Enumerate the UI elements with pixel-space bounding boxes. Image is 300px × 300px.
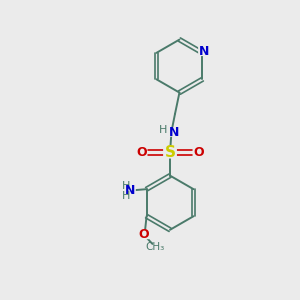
Text: H: H (159, 125, 167, 135)
Text: O: O (138, 228, 149, 241)
FancyBboxPatch shape (136, 148, 148, 158)
Text: CH₃: CH₃ (145, 242, 164, 252)
Text: H: H (122, 191, 130, 201)
FancyBboxPatch shape (169, 127, 180, 137)
FancyBboxPatch shape (120, 182, 131, 191)
FancyBboxPatch shape (124, 186, 136, 195)
Text: H: H (122, 181, 130, 191)
Text: N: N (125, 184, 135, 197)
Text: O: O (193, 146, 204, 159)
FancyBboxPatch shape (138, 230, 149, 239)
FancyBboxPatch shape (193, 148, 204, 158)
FancyBboxPatch shape (198, 46, 210, 56)
FancyBboxPatch shape (120, 191, 131, 201)
Text: O: O (136, 146, 147, 159)
FancyBboxPatch shape (163, 147, 177, 158)
Text: N: N (199, 45, 209, 58)
FancyBboxPatch shape (158, 125, 169, 135)
Text: N: N (169, 125, 180, 139)
Text: S: S (164, 145, 175, 160)
